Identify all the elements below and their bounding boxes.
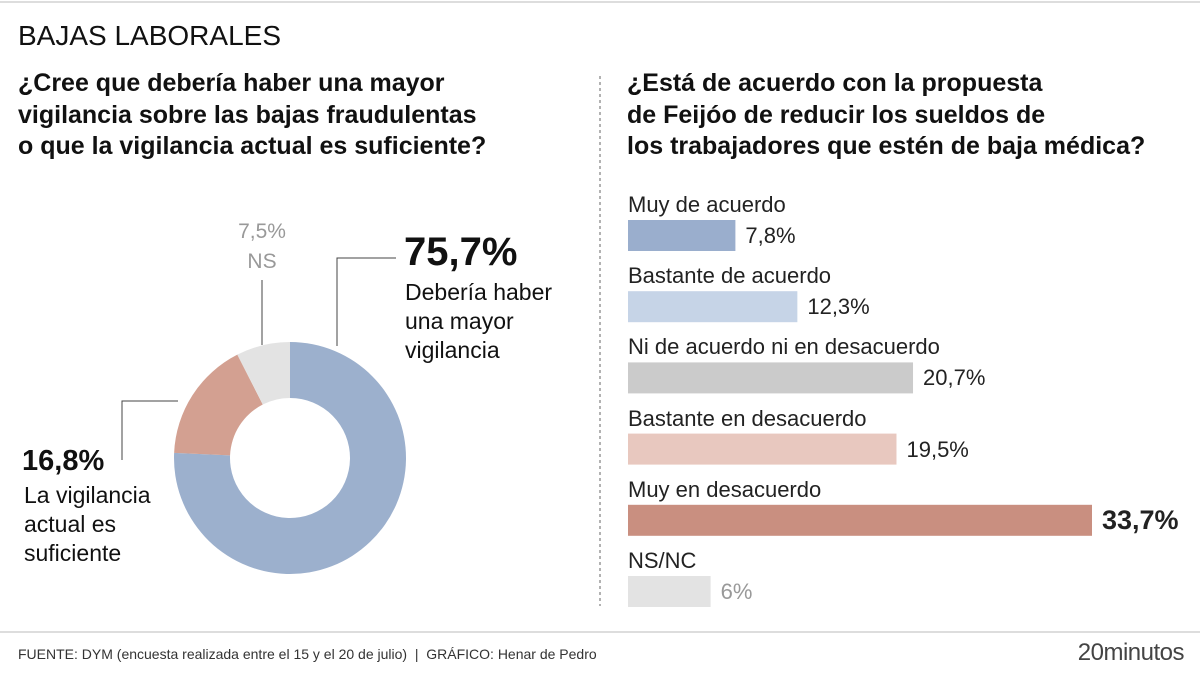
bar: [628, 504, 1092, 536]
bar: [628, 362, 914, 394]
leader-line: [121, 400, 178, 460]
footer-source: FUENTE: DYM (encuesta realizada entre el…: [18, 646, 597, 662]
question-line: vigilancia sobre las bajas fraudulentas: [18, 100, 477, 129]
value-label: 7,5%: [238, 220, 286, 243]
donut-segment: [237, 342, 290, 405]
bar: [628, 220, 736, 251]
category-label: La vigilancia actual es suficiente: [24, 482, 151, 566]
logo: 20minutos: [1077, 639, 1185, 666]
value-label: 75,7%: [404, 230, 518, 274]
value-label: 19,5%: [906, 436, 969, 462]
value-label: 20,7%: [923, 365, 986, 391]
value-label: 6%: [720, 579, 753, 604]
main-title: BAJAS LABORALES: [18, 20, 282, 51]
bar: [628, 576, 711, 607]
category-label: Bastante en desacuerdo: [628, 405, 867, 431]
category-label: Muy de acuerdo: [628, 192, 786, 217]
category-label: Bastante de acuerdo: [628, 263, 832, 289]
value-label: 12,3%: [807, 294, 870, 320]
question: ¿Está de acuerdo con la propuesta de Fei…: [627, 68, 1145, 163]
question-line: ¿Cree que debería haber una mayor: [18, 69, 445, 97]
question-line: o que la vigilancia actual es suficiente…: [18, 132, 487, 160]
question-line: los trabajadores que estén de baja médic…: [627, 132, 1146, 160]
value-label: 16,8%: [22, 445, 105, 477]
donut-segment: [173, 342, 406, 574]
bar: [628, 291, 798, 323]
bar: [628, 433, 897, 465]
category-label: NS: [247, 250, 277, 273]
category-label: NS/NC: [628, 548, 697, 573]
value-label: 7,8%: [745, 223, 796, 248]
category-label: Muy en desacuerdo: [628, 476, 822, 502]
question-line: de Feijóo de reducir los sueldos de: [627, 100, 1046, 129]
value-label: 33,7%: [1102, 504, 1179, 535]
leader-line: [336, 257, 396, 346]
donut-segment: [174, 354, 263, 456]
question: ¿Cree que debería haber una mayor vigila…: [18, 68, 486, 163]
category-label: Ni de acuerdo ni en desacuerdo: [628, 334, 940, 360]
category-label: Debería haber una mayor vigilancia: [405, 279, 553, 363]
question-line: ¿Está de acuerdo con la propuesta: [627, 69, 1043, 97]
